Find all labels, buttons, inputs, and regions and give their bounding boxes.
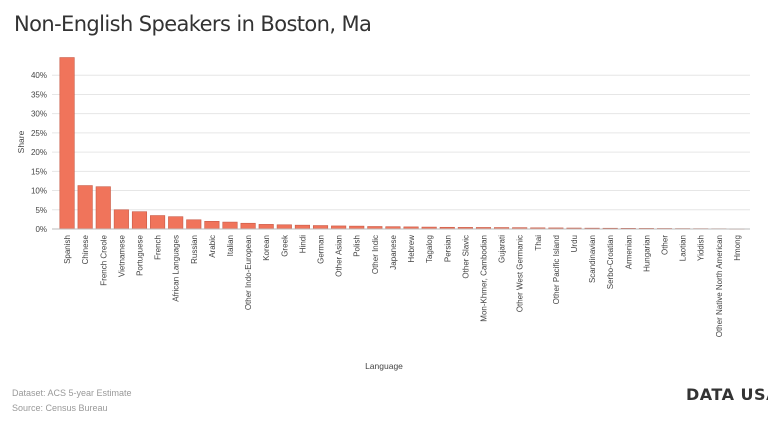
x-tick-label: Serbo-Croatian bbox=[606, 235, 615, 289]
x-tick-label: Urdu bbox=[570, 235, 579, 252]
x-tick-label: Russian bbox=[190, 235, 199, 264]
x-tick-label: Gujarati bbox=[498, 235, 507, 263]
y-tick-label: 20% bbox=[31, 148, 47, 157]
x-tick-label: Other Indo-European bbox=[244, 235, 253, 310]
logo-text: DATA USA bbox=[686, 385, 768, 404]
x-tick-label: Greek bbox=[280, 234, 289, 257]
x-tick-label: Italian bbox=[226, 235, 235, 256]
x-tick-label: Hindi bbox=[298, 235, 307, 253]
x-axis-title: Language bbox=[365, 361, 403, 371]
x-tick-label: Persian bbox=[443, 235, 452, 262]
x-tick-label: Hebrew bbox=[407, 235, 416, 263]
x-tick-label: Japanese bbox=[389, 234, 398, 269]
y-tick-labels: 0% 5% 10% 15% 20% 25% 30% 35% 40% bbox=[31, 71, 47, 234]
x-tick-label: Other Native North American bbox=[715, 235, 724, 337]
chart-title: Non-English Speakers in Boston, Ma bbox=[14, 12, 372, 36]
bar[interactable] bbox=[222, 221, 238, 230]
bar[interactable] bbox=[294, 224, 310, 230]
x-tick-label: Other West Germanic bbox=[516, 235, 525, 312]
y-tick-label: 40% bbox=[31, 71, 47, 80]
grid-lines bbox=[52, 74, 750, 230]
footer: Dataset: ACS 5-year Estimate Source: Cen… bbox=[12, 386, 132, 416]
bar[interactable] bbox=[131, 211, 148, 230]
y-axis-title: Share bbox=[16, 130, 26, 153]
x-tick-label: French bbox=[154, 235, 163, 260]
bar[interactable] bbox=[59, 57, 75, 230]
x-tick-label: Other bbox=[661, 235, 670, 255]
x-tick-label: Mon-Khmer, Cambodian bbox=[479, 235, 488, 322]
x-tick-labels: Spanish Chinese French Creole Vietnamese Por… bbox=[63, 234, 742, 337]
x-tick-label: Arabic bbox=[208, 235, 217, 258]
bar[interactable] bbox=[204, 221, 220, 230]
datausa-logo[interactable]: DATA USA: bbox=[686, 385, 768, 404]
source-label: Source: Census Bureau bbox=[12, 403, 108, 413]
x-tick-label: Spanish bbox=[63, 235, 72, 264]
bar[interactable] bbox=[276, 224, 292, 230]
y-tick-label: 35% bbox=[31, 90, 47, 99]
x-tick-label: Other Pacific Island bbox=[552, 235, 561, 304]
x-tick-label: Scandinavian bbox=[588, 235, 597, 283]
y-tick-label: 25% bbox=[31, 129, 47, 138]
x-tick-label: Hmong bbox=[733, 235, 742, 261]
x-tick-label: French Creole bbox=[99, 234, 108, 285]
bar[interactable] bbox=[150, 215, 166, 230]
x-tick-label: Other Indic bbox=[371, 235, 380, 274]
x-tick-label: Polish bbox=[353, 235, 362, 257]
x-tick-label: Vietnamese bbox=[117, 234, 126, 277]
y-tick-label: 15% bbox=[31, 167, 47, 176]
y-tick-label: 10% bbox=[31, 187, 47, 196]
x-tick-label: Tagalog bbox=[425, 235, 434, 263]
x-tick-label: Laotian bbox=[679, 235, 688, 261]
y-tick-label: 30% bbox=[31, 110, 47, 119]
bar[interactable] bbox=[168, 216, 184, 230]
x-tick-label: Yiddish bbox=[697, 235, 706, 261]
x-tick-label: Armenian bbox=[624, 235, 633, 269]
x-tick-label: Portuguese bbox=[135, 234, 144, 275]
x-tick-label: African Languages bbox=[172, 235, 181, 302]
bar[interactable] bbox=[186, 219, 202, 230]
bar[interactable] bbox=[258, 224, 274, 230]
y-tick-label: 5% bbox=[35, 206, 47, 215]
x-tick-label: Hungarian bbox=[642, 235, 651, 272]
bar[interactable] bbox=[113, 209, 129, 230]
bars bbox=[59, 57, 745, 230]
x-tick-label: Korean bbox=[262, 235, 271, 261]
dataset-label: Dataset: ACS 5-year Estimate bbox=[12, 388, 132, 398]
y-tick-label: 0% bbox=[35, 225, 47, 234]
x-tick-label: Other Asian bbox=[335, 235, 344, 277]
bar[interactable] bbox=[312, 225, 329, 230]
x-tick-label: Thai bbox=[534, 235, 543, 251]
bar[interactable] bbox=[77, 185, 93, 230]
x-tick-label: German bbox=[317, 235, 326, 264]
x-tick-label: Chinese bbox=[81, 234, 90, 264]
x-tick-label: Other Slavic bbox=[461, 235, 470, 279]
bar[interactable] bbox=[95, 186, 111, 230]
bar[interactable] bbox=[240, 222, 256, 230]
